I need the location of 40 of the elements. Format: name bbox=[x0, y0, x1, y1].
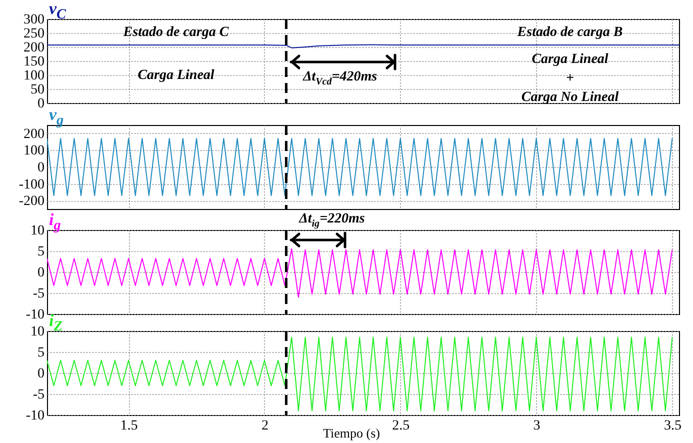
y-tick-label: 10 bbox=[30, 224, 44, 238]
chart-title: i$_{Z}$ bbox=[49, 311, 62, 336]
annotation: Δt$_{Vcd}$=420ms bbox=[302, 70, 378, 90]
y-tick-label: 250 bbox=[24, 26, 44, 42]
x-tick-label: 1.5 bbox=[120, 418, 138, 434]
y-tick-label: -200 bbox=[18, 194, 44, 210]
y-tick-label: 150 bbox=[24, 54, 44, 70]
y-tick-label: 0 bbox=[38, 160, 44, 176]
y-tick-label: 0 bbox=[38, 266, 44, 280]
x-tick-label: 3.5 bbox=[664, 418, 682, 434]
x-tick-label: 2.5 bbox=[392, 418, 410, 434]
y-tick-label: -5 bbox=[32, 388, 44, 402]
y-tick-label: 200 bbox=[24, 40, 44, 56]
x-tick-label: 2 bbox=[261, 418, 268, 434]
x-axis-title: Tiempo (s) bbox=[323, 426, 380, 440]
y-tick-label: 100 bbox=[24, 68, 44, 84]
chart-title: v$_{g}$ bbox=[49, 105, 64, 130]
annotation: Estado de carga C bbox=[123, 25, 229, 40]
y-tick-label: 200 bbox=[24, 126, 44, 142]
y-tick-label: 100 bbox=[24, 144, 44, 159]
annotation: + bbox=[566, 71, 574, 86]
y-tick-label: 10 bbox=[30, 324, 44, 340]
y-tick-label: 0 bbox=[38, 96, 44, 112]
text: Δt$_{ig}$=220ms bbox=[299, 212, 365, 232]
y-tick-label: -10 bbox=[26, 408, 44, 424]
annotation: Estado de carga B bbox=[517, 25, 623, 40]
annotation: Carga Lineal bbox=[532, 52, 608, 67]
chart-title: v$_{C}$ bbox=[49, 0, 66, 24]
x-tick-label: 3 bbox=[533, 418, 540, 434]
y-tick-label: 5 bbox=[38, 346, 44, 360]
y-tick-label: 0 bbox=[38, 366, 44, 382]
y-tick-label: -10 bbox=[26, 308, 44, 322]
y-tick-label: 300 bbox=[24, 12, 44, 28]
annotation: Carga Lineal bbox=[138, 68, 214, 83]
y-tick-label: 50 bbox=[30, 82, 44, 98]
y-tick-label: -100 bbox=[18, 177, 44, 192]
y-tick-label: -5 bbox=[32, 286, 44, 302]
y-tick-label: 5 bbox=[38, 244, 44, 260]
annotation: Carga No Lineal bbox=[521, 90, 619, 105]
chart-title: i$_{g}$ bbox=[49, 210, 61, 234]
